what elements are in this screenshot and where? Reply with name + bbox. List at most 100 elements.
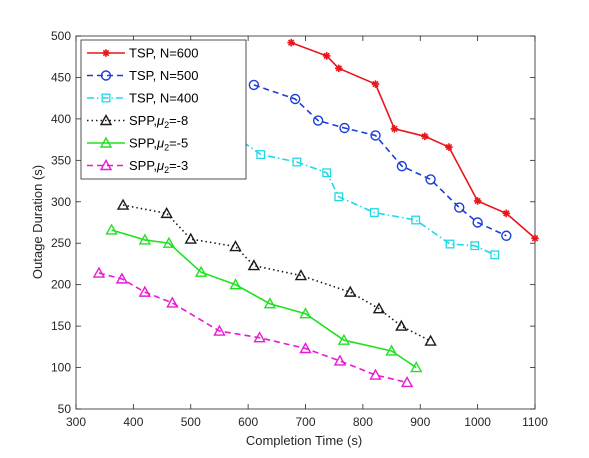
x-tick-label: 300 bbox=[66, 415, 86, 429]
x-axis-label: Completion Time (s) bbox=[246, 433, 362, 448]
y-tick-label: 350 bbox=[51, 153, 71, 167]
series-3 bbox=[116, 198, 437, 346]
star-stroke bbox=[372, 80, 379, 88]
series-line bbox=[98, 272, 408, 384]
data-point bbox=[473, 197, 482, 205]
data-point bbox=[253, 331, 266, 343]
legend-marker bbox=[99, 114, 113, 126]
data-point bbox=[371, 80, 380, 88]
data-point bbox=[184, 232, 197, 244]
data-point bbox=[229, 278, 242, 290]
series-1 bbox=[248, 79, 512, 241]
legend-box bbox=[80, 39, 247, 180]
data-point bbox=[470, 241, 480, 251]
star-stroke bbox=[335, 65, 343, 72]
legend-marker bbox=[100, 70, 112, 81]
data-point bbox=[312, 115, 324, 126]
data-point bbox=[294, 269, 308, 281]
data-point bbox=[385, 344, 398, 356]
data-point bbox=[390, 125, 399, 133]
series-line bbox=[253, 84, 507, 237]
data-point bbox=[256, 150, 266, 159]
data-point bbox=[162, 236, 176, 248]
data-point bbox=[322, 52, 331, 60]
series-0 bbox=[287, 38, 539, 243]
data-point bbox=[396, 160, 408, 172]
data-point bbox=[138, 285, 152, 297]
data-point bbox=[115, 272, 129, 284]
data-point bbox=[116, 198, 130, 210]
data-point bbox=[333, 354, 347, 366]
data-point bbox=[372, 302, 386, 314]
data-point bbox=[501, 230, 512, 241]
data-point bbox=[289, 93, 301, 105]
y-tick-label: 200 bbox=[51, 278, 71, 292]
legend-marker bbox=[101, 93, 111, 103]
data-point bbox=[410, 361, 423, 373]
data-point bbox=[263, 297, 277, 309]
x-tick-label: 1000 bbox=[464, 415, 491, 429]
data-point bbox=[502, 209, 511, 218]
x-tick-label: 1100 bbox=[522, 415, 548, 429]
legend-entry: SPP,μ2=-5 bbox=[129, 136, 188, 153]
star-stroke bbox=[102, 49, 110, 57]
data-point bbox=[334, 64, 343, 73]
star-stroke bbox=[445, 143, 453, 151]
y-axis-label: Outage Duration (s) bbox=[30, 165, 45, 279]
data-point bbox=[229, 240, 242, 252]
data-point bbox=[247, 259, 261, 271]
star-stroke bbox=[421, 133, 429, 140]
y-tick-label: 400 bbox=[51, 112, 71, 126]
star-stroke bbox=[531, 235, 539, 242]
data-point bbox=[531, 234, 539, 243]
x-tick-label: 800 bbox=[353, 415, 373, 429]
data-point bbox=[292, 157, 302, 167]
data-point bbox=[454, 202, 465, 213]
star-stroke bbox=[391, 125, 398, 133]
data-point bbox=[400, 376, 414, 388]
data-point bbox=[322, 168, 332, 178]
legend-entry: TSP, N=400 bbox=[129, 91, 199, 106]
legend-marker bbox=[99, 136, 113, 148]
data-point bbox=[194, 265, 208, 277]
data-point bbox=[299, 342, 312, 354]
legend-entry: SPP,μ2=-3 bbox=[129, 158, 188, 175]
legend-marker bbox=[102, 49, 110, 57]
data-point bbox=[339, 122, 350, 134]
data-point bbox=[105, 223, 118, 235]
series-4 bbox=[105, 223, 423, 373]
legend-entry: TSP, N=500 bbox=[129, 68, 199, 83]
data-point bbox=[369, 368, 382, 380]
data-point bbox=[395, 319, 408, 331]
data-point bbox=[248, 79, 260, 91]
data-point bbox=[445, 239, 455, 249]
legend-marker bbox=[99, 159, 113, 171]
data-point bbox=[421, 132, 429, 141]
data-point bbox=[472, 217, 483, 228]
series-line bbox=[290, 41, 536, 239]
data-point bbox=[92, 266, 106, 278]
data-point bbox=[213, 324, 226, 336]
data-point bbox=[299, 307, 312, 319]
star-stroke bbox=[503, 210, 510, 217]
star-stroke bbox=[287, 39, 295, 46]
x-tick-label: 400 bbox=[123, 415, 143, 429]
star-stroke bbox=[474, 197, 481, 205]
data-point bbox=[160, 206, 173, 219]
y-tick-label: 100 bbox=[51, 361, 71, 375]
data-point bbox=[287, 38, 295, 47]
data-point bbox=[138, 233, 152, 245]
data-point bbox=[424, 334, 437, 346]
x-tick-label: 900 bbox=[410, 415, 430, 429]
y-tick-label: 300 bbox=[51, 195, 71, 209]
series-5 bbox=[92, 266, 414, 388]
y-tick-label: 500 bbox=[51, 29, 71, 43]
data-point bbox=[369, 208, 379, 218]
y-tick-label: 50 bbox=[58, 402, 72, 416]
series-2 bbox=[214, 121, 500, 260]
x-tick-label: 600 bbox=[238, 415, 258, 429]
series-line bbox=[111, 229, 417, 369]
x-tick-label: 500 bbox=[181, 415, 201, 429]
data-point bbox=[370, 130, 381, 141]
